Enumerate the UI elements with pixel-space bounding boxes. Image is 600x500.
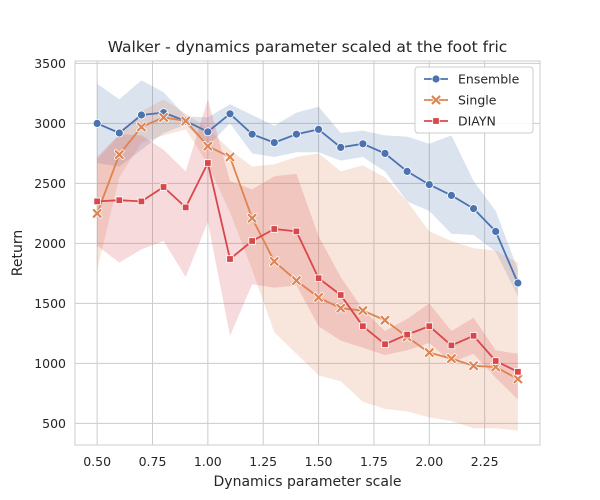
diayn-point (337, 291, 345, 299)
ensemble-point (424, 180, 434, 190)
legend-marker (432, 117, 440, 125)
x-tick-label: 1.00 (194, 454, 222, 469)
single-line (96, 116, 519, 380)
diayn-point (403, 330, 411, 339)
diayn-point (182, 203, 190, 212)
diayn-point (226, 255, 234, 263)
diayn-point (469, 332, 478, 340)
ensemble-point (137, 110, 146, 120)
diayn-point (292, 227, 301, 236)
ensemble-point (225, 109, 235, 119)
single-point (269, 256, 280, 267)
single-point (379, 315, 391, 326)
ensemble-point (247, 129, 257, 139)
x-axis-label: Dynamics parameter scale (214, 474, 402, 490)
ensemble-point (114, 128, 124, 138)
single-point (424, 347, 435, 358)
single-point (224, 151, 236, 163)
single-point (446, 353, 457, 364)
y-tick-label: 500 (42, 416, 66, 431)
diayn-point (270, 225, 278, 233)
diayn-point (159, 183, 168, 191)
legend: Ensemble Single DIAYN (414, 66, 534, 134)
x-tick-label: 0.75 (139, 454, 167, 469)
diayn-point (248, 237, 256, 245)
x-tick-label: 0.50 (83, 454, 111, 469)
single-point (313, 292, 324, 303)
ensemble-point (92, 119, 102, 128)
diayn-point (514, 368, 522, 376)
ensemble-point (491, 226, 501, 236)
ensemble-point (203, 127, 213, 137)
diayn-point (492, 357, 500, 365)
single-point (180, 115, 191, 127)
y-axis-label: Return (10, 230, 26, 276)
ensemble-point (269, 138, 279, 148)
single-point (490, 361, 501, 373)
chart-title: Walker - dynamics parameter scaled at th… (108, 38, 508, 56)
diayn-point (447, 341, 456, 350)
single-point (114, 149, 125, 160)
ensemble-point (469, 204, 478, 214)
diayn-point (204, 159, 212, 167)
y-tick-label: 1500 (34, 296, 66, 311)
single-point (291, 275, 302, 286)
diayn-point (115, 196, 123, 204)
legend-label: Single (458, 93, 497, 108)
single-point (335, 303, 346, 314)
ensemble-point (513, 278, 523, 288)
single-point (136, 121, 147, 133)
diayn-point (425, 322, 433, 330)
diayn-point (93, 197, 101, 206)
x-tick-label: 2.25 (471, 454, 499, 469)
ensemble-point (447, 190, 456, 200)
legend-box (414, 66, 534, 134)
legend-marker (431, 74, 441, 84)
ensemble-point (314, 124, 323, 134)
ensemble-point (402, 166, 412, 176)
single-point (468, 360, 479, 371)
single-point (512, 373, 524, 385)
single-point (158, 112, 169, 123)
y-tick-label: 1000 (34, 356, 66, 371)
diayn-point (359, 322, 367, 330)
x-tick-labels: 0.50 0.75 1.00 1.25 1.50 1.75 2.00 2.25 (83, 454, 498, 469)
legend-label: Ensemble (458, 72, 520, 87)
single-band (97, 99, 518, 431)
single-point (202, 141, 214, 152)
ensemble-point (292, 129, 301, 139)
plot-frame (74, 60, 541, 446)
legend-item-diayn: DIAYN (424, 114, 496, 129)
single-point (91, 208, 103, 219)
diayn-point (137, 197, 146, 206)
legend-marker (430, 94, 442, 106)
ensemble-point (336, 142, 346, 152)
x-tick-label: 1.75 (360, 454, 388, 469)
y-tick-label: 3500 (34, 56, 66, 71)
y-tick-label: 2000 (34, 236, 66, 251)
ensemble-point (358, 139, 368, 149)
single-point (357, 305, 369, 316)
ensemble-point (380, 148, 390, 158)
legend-item-single: Single (424, 93, 497, 108)
legend-item-ensemble: Ensemble (424, 72, 520, 87)
ensemble-band (97, 80, 518, 297)
y-tick-labels: 500 1000 1500 2000 2500 3000 3500 (34, 56, 66, 431)
legend-label: DIAYN (458, 114, 496, 129)
y-tick-label: 2500 (34, 176, 66, 191)
x-tick-label: 2.00 (415, 454, 443, 469)
single-point (246, 213, 258, 224)
x-tick-label: 1.25 (249, 454, 277, 469)
x-tick-label: 1.50 (305, 454, 333, 469)
diayn-point (381, 340, 389, 348)
series-markers (91, 108, 524, 385)
diayn-point (314, 274, 323, 282)
y-tick-label: 3000 (34, 116, 66, 131)
